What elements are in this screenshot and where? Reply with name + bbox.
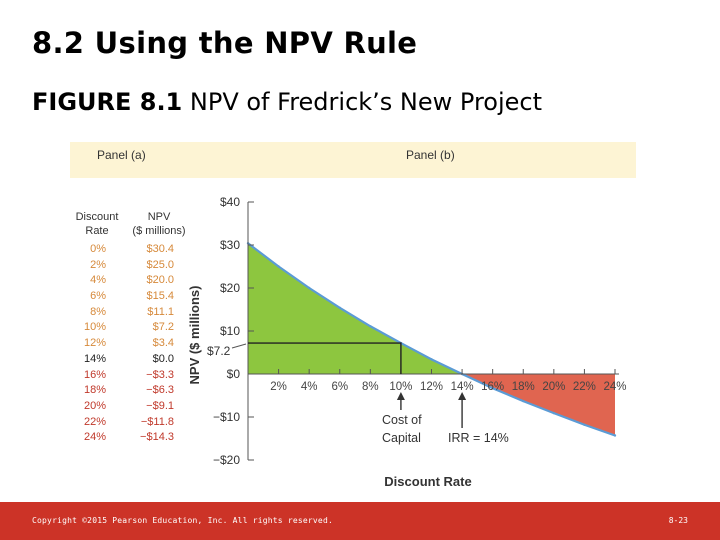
table-row: 14% $0.0	[68, 353, 190, 369]
y-axis-label: NPV ($ millions)	[187, 286, 202, 385]
table-row: 8% $11.1	[68, 306, 190, 322]
x-tick-label: 22%	[573, 381, 596, 393]
y-tick-label: $20	[220, 281, 240, 295]
npv-cell: $15.4	[146, 290, 174, 303]
npv-cell: −$6.3	[146, 384, 174, 397]
data-point	[307, 286, 311, 290]
rate-cell: 0%	[90, 243, 106, 255]
negative-npv-area	[462, 374, 615, 436]
data-point	[430, 358, 433, 361]
slide-title: 8.2 Using the NPV Rule	[32, 26, 418, 60]
data-point	[613, 434, 617, 437]
y-tick-label: $10	[220, 324, 240, 338]
data-point	[277, 265, 280, 268]
rate-cell: 20%	[83, 399, 106, 412]
x-tick-label: 24%	[603, 381, 626, 393]
x-tick-label: 6%	[331, 381, 348, 393]
rate-cell: 24%	[83, 431, 106, 444]
footer-bar	[0, 502, 720, 540]
npv-cell: $11.1	[147, 305, 174, 318]
figure-title: FIGURE 8.1 NPV of Fredrick’s New Project	[32, 88, 542, 116]
npv-chart: $40 $30 $20 $10 $0 −$10 −$20 2% 4% 6% 8% 10% 12% 14% 1…	[187, 195, 627, 489]
irr-label: IRR = 14%	[448, 431, 509, 445]
npv-cell: −$11.8	[140, 415, 174, 428]
x-tick-label: 2%	[270, 381, 287, 393]
table-row: 2% $25.0	[68, 259, 190, 275]
data-point	[491, 386, 494, 390]
highlight-npv-label: $7.2	[207, 344, 231, 358]
npv-cell: $25.0	[146, 258, 174, 271]
x-tick-label: 20%	[542, 381, 565, 393]
npv-header-line2: ($ millions)	[132, 225, 186, 237]
data-point	[369, 325, 372, 328]
data-point	[583, 423, 586, 426]
npv-header-line1: NPV	[147, 211, 171, 223]
data-point	[338, 306, 341, 309]
highlight-leader-line	[231, 343, 247, 349]
table-row: 22% −$11.8	[68, 416, 190, 432]
panel-header	[70, 142, 636, 178]
x-tick-label: 12%	[420, 381, 443, 393]
y-tick-label: $40	[220, 195, 240, 209]
table-row: 4% $20.0	[68, 274, 190, 290]
table-row: 0% $30.4	[68, 243, 190, 259]
data-point	[552, 411, 556, 415]
npv-cell: −$9.1	[146, 399, 174, 412]
y-tick-label: −$20	[213, 453, 240, 467]
npv-cell: $7.2	[152, 321, 174, 334]
npv-cell: $30.4	[146, 243, 174, 255]
rate-cell: 4%	[90, 274, 106, 287]
table-row: 10% $7.2	[68, 321, 190, 337]
x-tick-label: 8%	[362, 381, 379, 393]
table-row: 18% −$6.3	[68, 384, 190, 400]
table-row: 6% $15.4	[68, 290, 190, 306]
rate-cell: 8%	[90, 305, 106, 318]
x-tick-label: 14%	[451, 381, 474, 393]
panel-b-label: Panel (b)	[406, 148, 455, 162]
rate-cell: 6%	[90, 290, 106, 303]
cost-of-capital-label-line2: Capital	[382, 431, 421, 445]
positive-npv-area	[248, 243, 463, 374]
npv-cell: $3.4	[152, 337, 174, 350]
irr-arrow-head	[458, 392, 467, 400]
rate-header-line1: Discount	[75, 211, 119, 223]
cost-of-capital-guide	[248, 342, 402, 374]
cost-of-capital-label-line1: Cost of	[382, 413, 422, 427]
figure-label: FIGURE 8.1	[32, 88, 183, 116]
npv-column-header: NPV ($ millions)	[128, 210, 190, 238]
rate-cell: 14%	[83, 352, 106, 365]
footer-copyright: Copyright ©2015 Pearson Education, Inc. …	[32, 516, 333, 525]
rate-cell: 12%	[83, 337, 106, 350]
x-tick-label: 4%	[301, 381, 318, 393]
y-tick-label: $0	[227, 367, 241, 381]
npv-cell: $20.0	[146, 274, 174, 287]
x-axis-label: Discount Rate	[384, 474, 471, 489]
npv-cell: $0.0	[152, 352, 174, 365]
rate-column-header: Discount Rate	[68, 210, 126, 238]
x-tick-label: 18%	[512, 381, 535, 393]
footer-page-number: 8-23	[668, 516, 688, 525]
rate-header-line2: Rate	[85, 225, 109, 237]
rate-cell: 2%	[90, 258, 106, 271]
x-tick-label: 16%	[481, 381, 504, 393]
table-row: 24% −$14.3	[68, 431, 190, 447]
rate-cell: 18%	[83, 384, 106, 397]
table-row: 12% $3.4	[68, 337, 190, 353]
npv-table: 0% $30.4 2% $25.0 4% $20.0 6% $15.4 8% $11.1 10% $7…	[68, 243, 190, 447]
rate-cell: 22%	[83, 415, 106, 428]
npv-cell: −$14.3	[140, 431, 174, 444]
table-row: 16% −$3.3	[68, 369, 190, 385]
figure-caption: NPV of Fredrick’s New Project	[182, 88, 543, 116]
table-row: 20% −$9.1	[68, 400, 190, 416]
data-point	[522, 399, 525, 403]
y-tick-label: $30	[220, 238, 240, 252]
y-tick-label: −$10	[213, 410, 240, 424]
rate-cell: 10%	[83, 321, 106, 334]
cost-of-capital-arrow-head	[396, 392, 405, 400]
npv-cell: −$3.3	[146, 368, 174, 381]
panel-a-label: Panel (a)	[97, 148, 146, 162]
x-tick-label: 10%	[389, 381, 412, 393]
rate-cell: 16%	[83, 368, 106, 381]
